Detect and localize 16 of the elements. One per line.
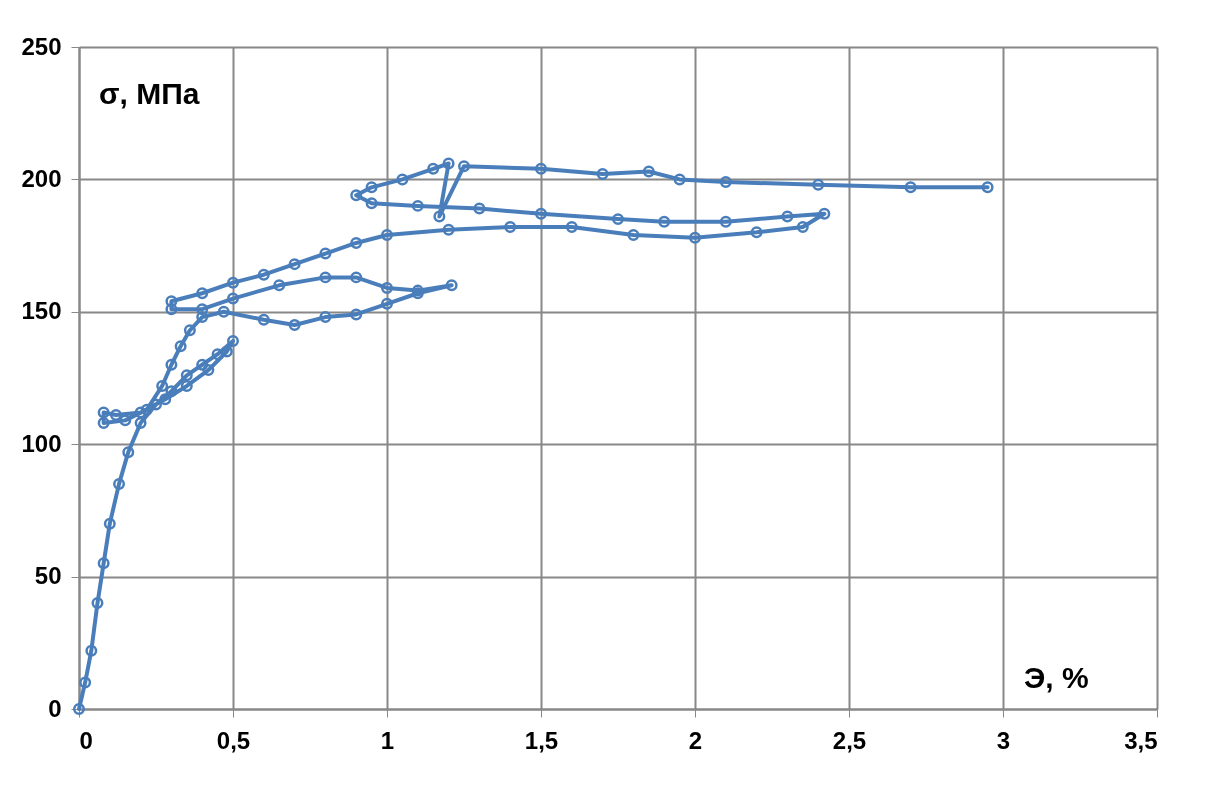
y-tick-label: 0 xyxy=(48,694,62,722)
y-tick-label: 200 xyxy=(21,164,62,192)
x-tick-label: 1,5 xyxy=(524,726,559,754)
x-tick-label: 0,5 xyxy=(216,726,251,754)
y-axis-title: σ, МПа xyxy=(99,77,200,110)
x-tick-label: 3,5 xyxy=(1124,726,1158,754)
x-axis-title: Э, % xyxy=(1024,661,1089,694)
y-tick-label: 50 xyxy=(34,562,62,590)
x-tick-label: 2,5 xyxy=(832,726,867,754)
x-tick-label: 0 xyxy=(79,726,93,754)
x-tick-label: 1 xyxy=(380,726,395,754)
y-tick-label: 250 xyxy=(21,32,62,60)
y-tick-label: 100 xyxy=(21,429,62,457)
x-tick-label: 2 xyxy=(688,726,703,754)
x-tick-label: 3 xyxy=(996,726,1011,754)
y-tick-label: 150 xyxy=(21,297,62,325)
